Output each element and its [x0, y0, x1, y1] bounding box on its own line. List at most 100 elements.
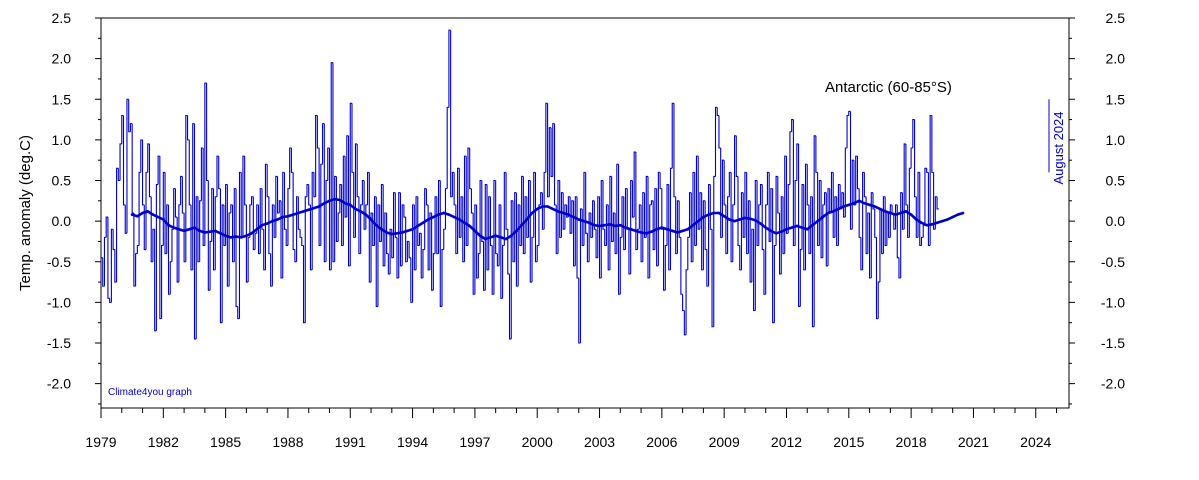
monthly-point: [273, 204, 276, 238]
monthly-point: [602, 180, 605, 230]
monthly-point: [656, 188, 659, 267]
monthly-point: [628, 229, 631, 275]
monthly-point: [187, 115, 190, 141]
monthly-point: [282, 171, 285, 278]
monthly-point: [708, 184, 711, 287]
monthly-point: [368, 172, 372, 283]
monthly-point: [412, 204, 415, 303]
monthly-point: [869, 213, 872, 279]
monthly-point: [476, 204, 479, 279]
monthly-point: [865, 196, 868, 255]
monthly-point: [481, 180, 484, 242]
monthly-point: [232, 204, 235, 263]
monthly-point: [290, 148, 294, 173]
monthly-point: [827, 188, 830, 266]
monthly-point: [585, 172, 588, 234]
monthly-point: [882, 196, 886, 254]
monthly-point: [777, 176, 780, 214]
monthly-point: [465, 156, 468, 247]
y-tick-label-left: 0.0: [52, 213, 72, 229]
x-tick-label: 2015: [833, 434, 864, 450]
monthly-point: [915, 196, 919, 238]
monthly-point: [711, 229, 714, 328]
monthly-point: [391, 229, 394, 259]
monthly-point: [824, 192, 827, 205]
monthly-point: [254, 232, 257, 250]
monthly-point: [669, 167, 673, 270]
monthly-point: [567, 196, 571, 218]
y-tick-label-right: 1.0: [1106, 132, 1126, 148]
monthly-point: [102, 257, 105, 287]
monthly-point: [197, 196, 200, 263]
monthly-point: [167, 204, 171, 295]
monthly-point: [223, 204, 226, 247]
x-tick-label: 2024: [1020, 434, 1051, 450]
monthly-point: [136, 244, 140, 254]
monthly-point: [292, 172, 295, 251]
monthly-point: [841, 192, 844, 209]
monthly-point: [733, 135, 737, 205]
monthly-point: [573, 200, 576, 267]
monthly-point: [110, 228, 114, 303]
monthly-point: [318, 148, 321, 247]
monthly-point: [796, 143, 799, 181]
monthly-point: [675, 196, 678, 255]
monthly-point: [543, 171, 546, 230]
monthly-point: [605, 204, 609, 246]
monthly-point: [870, 192, 874, 278]
monthly-point: [834, 196, 837, 238]
monthly-point: [148, 143, 152, 198]
monthly-point: [609, 175, 612, 270]
monthly-point: [117, 168, 121, 182]
monthly-point: [417, 196, 420, 247]
monthly-point: [811, 196, 815, 328]
monthly-point: [758, 204, 761, 246]
monthly-point: [927, 172, 931, 247]
monthly-point: [268, 196, 271, 255]
monthly-point: [810, 196, 813, 254]
x-tick-label: 2018: [896, 434, 927, 450]
monthly-point: [694, 172, 697, 247]
monthly-point: [709, 184, 713, 230]
monthly-point: [782, 196, 785, 255]
monthly-point: [683, 310, 687, 336]
monthly-point: [401, 204, 404, 266]
monthly-point: [192, 123, 195, 270]
monthly-point: [619, 236, 623, 295]
monthly-point: [894, 204, 898, 230]
monthly-point: [713, 175, 716, 327]
monthly-point: [787, 184, 790, 234]
monthly-point: [649, 204, 652, 278]
y-tick-label-left: -1.5: [47, 335, 71, 351]
monthly-point: [173, 188, 176, 230]
monthly-point: [851, 159, 854, 230]
monthly-point: [308, 184, 311, 206]
monthly-point: [301, 237, 304, 247]
x-tick-label: 1991: [335, 434, 366, 450]
monthly-point: [469, 148, 472, 190]
monthly-point: [105, 216, 108, 238]
monthly-point: [361, 179, 365, 205]
monthly-point: [926, 168, 929, 173]
monthly-point: [264, 163, 268, 270]
monthly-point: [540, 192, 543, 205]
monthly-point: [121, 114, 124, 144]
monthly-point: [299, 229, 302, 238]
monthly-point: [432, 253, 436, 291]
monthly-point: [775, 175, 778, 246]
monthly-point: [386, 213, 389, 255]
monthly-point: [214, 196, 217, 270]
monthly-point: [607, 204, 610, 271]
y-tick-label-left: 2.5: [52, 10, 72, 26]
monthly-point: [387, 253, 391, 275]
monthly-point: [562, 192, 565, 230]
date-label: August 2024: [1051, 111, 1066, 184]
monthly-point: [803, 184, 806, 271]
monthly-point: [695, 155, 699, 246]
monthly-point: [446, 106, 449, 189]
monthly-point: [157, 155, 160, 185]
monthly-point: [768, 172, 771, 242]
monthly-point: [522, 176, 526, 255]
monthly-point: [663, 229, 666, 291]
x-tick-label: 2000: [522, 434, 553, 450]
